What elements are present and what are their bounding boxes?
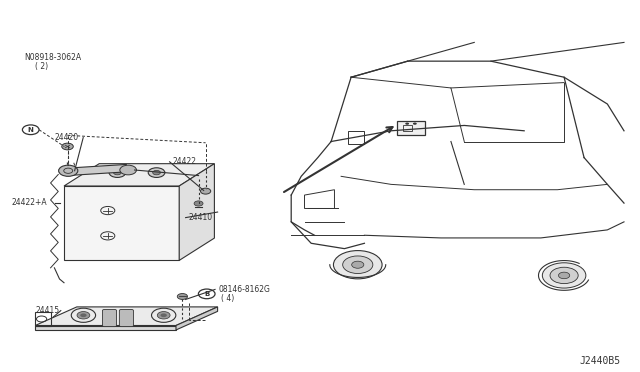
Text: ( 4): ( 4) — [221, 294, 234, 303]
Circle shape — [62, 143, 74, 150]
Circle shape — [161, 313, 167, 317]
Polygon shape — [67, 164, 127, 176]
Text: J2440B5: J2440B5 — [580, 356, 621, 366]
Circle shape — [148, 168, 165, 177]
Polygon shape — [35, 307, 218, 326]
FancyBboxPatch shape — [102, 310, 116, 327]
Circle shape — [120, 165, 136, 175]
Text: 24420: 24420 — [54, 133, 79, 142]
Circle shape — [153, 170, 161, 175]
Circle shape — [405, 122, 409, 125]
Circle shape — [194, 201, 203, 206]
Text: N: N — [28, 127, 34, 133]
Circle shape — [80, 313, 86, 317]
Circle shape — [109, 168, 125, 177]
Text: 08146-8162G: 08146-8162G — [218, 285, 270, 294]
Circle shape — [559, 272, 570, 279]
Polygon shape — [35, 326, 176, 330]
Bar — [403, 125, 412, 131]
Circle shape — [413, 122, 417, 125]
Circle shape — [157, 312, 170, 319]
Circle shape — [113, 170, 121, 175]
Bar — [397, 121, 425, 135]
Text: ( 2): ( 2) — [35, 62, 49, 71]
Polygon shape — [64, 186, 179, 260]
Circle shape — [59, 165, 78, 176]
Text: B: B — [204, 291, 209, 297]
Bar — [35, 312, 51, 326]
Polygon shape — [176, 307, 218, 330]
Polygon shape — [64, 164, 214, 186]
Text: 24415: 24415 — [35, 306, 60, 315]
Text: N08918-3062A: N08918-3062A — [24, 53, 81, 62]
Text: 24410: 24410 — [189, 213, 213, 222]
Circle shape — [333, 251, 382, 279]
FancyBboxPatch shape — [119, 310, 134, 327]
Circle shape — [542, 263, 586, 288]
Circle shape — [352, 261, 364, 268]
Circle shape — [177, 294, 188, 299]
Circle shape — [77, 312, 90, 319]
Circle shape — [200, 188, 211, 194]
Circle shape — [550, 267, 578, 283]
Circle shape — [342, 256, 373, 273]
Polygon shape — [179, 164, 214, 260]
Text: 24422+A: 24422+A — [12, 198, 47, 207]
Text: 24422: 24422 — [173, 157, 197, 166]
